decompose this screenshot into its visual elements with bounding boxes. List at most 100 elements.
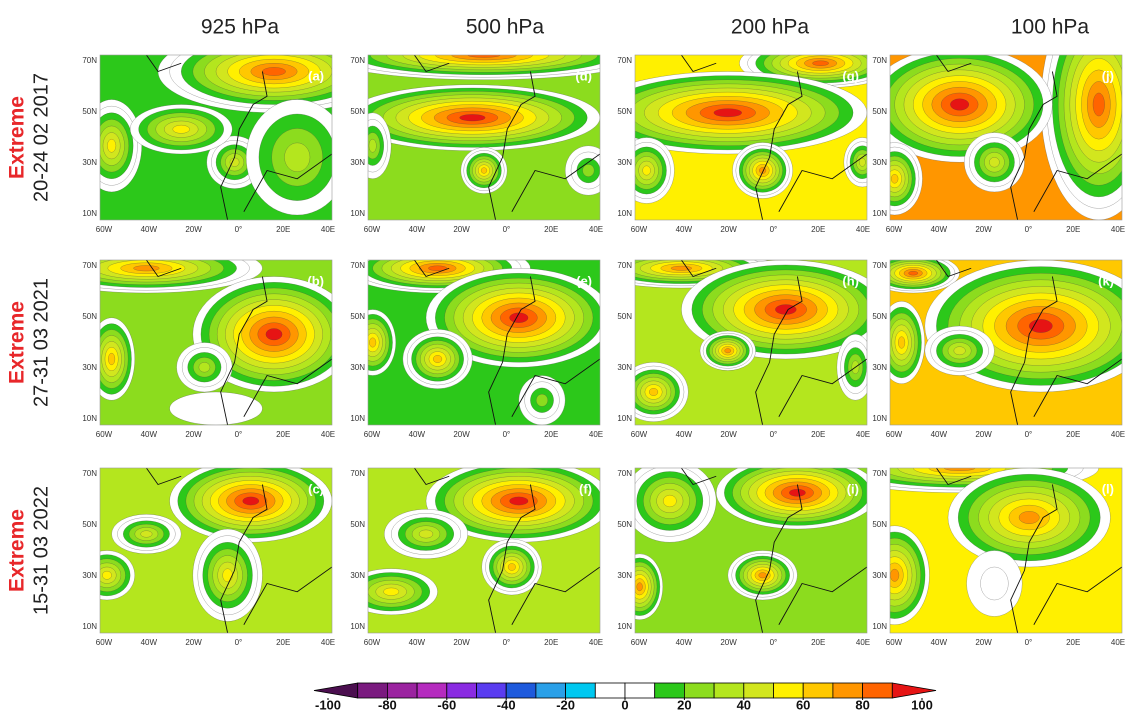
- contour-area: [724, 348, 732, 354]
- lon-label: 40E: [856, 225, 870, 234]
- panel-frame: [99, 467, 333, 634]
- coastline: [414, 468, 600, 633]
- lon-label: 20W: [453, 638, 470, 647]
- contour-area: [509, 496, 529, 506]
- lon-label: 40E: [856, 638, 870, 647]
- map-panel: [890, 55, 1122, 220]
- map-panel: [890, 468, 1122, 633]
- lat-label: 10N: [872, 622, 887, 631]
- lat-label: 10N: [82, 414, 97, 423]
- panel-frame: [634, 467, 868, 634]
- lon-label: 40E: [1111, 225, 1125, 234]
- lon-label: 40W: [676, 430, 693, 439]
- lat-label: 70N: [617, 469, 632, 478]
- colorbar-segment: [505, 682, 537, 699]
- colorbar-segment: [386, 682, 418, 699]
- contour-area: [812, 60, 829, 66]
- contour-area: [859, 157, 866, 167]
- lon-label: 40W: [676, 638, 693, 647]
- panel-letter: (b): [307, 273, 324, 288]
- contour-area: [262, 67, 286, 76]
- lon-label: 0°: [1025, 225, 1033, 234]
- column-header: 200 hPa: [731, 16, 810, 39]
- lon-label: 60W: [364, 430, 381, 439]
- contour-area: [107, 138, 117, 153]
- lat-label: 70N: [350, 469, 365, 478]
- lon-label: 60W: [96, 638, 113, 647]
- lon-label: 20W: [185, 638, 202, 647]
- lat-label: 70N: [872, 469, 887, 478]
- contour-area: [133, 265, 160, 272]
- lon-label: 40W: [141, 430, 158, 439]
- colorbar-arrow: [891, 682, 937, 699]
- panel-letter: (l): [1102, 481, 1114, 496]
- coastline: [414, 260, 600, 425]
- date-label: 15-31 03 2022: [30, 486, 52, 615]
- lon-label: 20E: [544, 430, 558, 439]
- coastline: [681, 468, 867, 633]
- contour-area: [369, 337, 377, 348]
- colorbar-segment: [773, 682, 804, 699]
- lon-label: 40E: [321, 225, 335, 234]
- lon-label: 20E: [544, 638, 558, 647]
- lon-label: 60W: [886, 430, 903, 439]
- contour-area: [908, 271, 919, 276]
- colorbar-label: 100: [911, 697, 933, 712]
- lon-label: 20E: [1066, 430, 1080, 439]
- lat-label: 10N: [872, 209, 887, 218]
- lon-label: 40W: [931, 225, 948, 234]
- contour-area: [953, 346, 966, 356]
- panel-frame: [367, 259, 601, 426]
- lat-label: 70N: [82, 261, 97, 270]
- lon-label: 40E: [589, 638, 603, 647]
- panel-frame: [889, 259, 1123, 426]
- lon-label: 20E: [276, 225, 290, 234]
- coastline: [936, 260, 1122, 425]
- lat-label: 30N: [82, 363, 97, 372]
- coastline: [936, 55, 1122, 220]
- contour-area: [890, 568, 900, 582]
- lon-label: 20E: [811, 225, 825, 234]
- lon-label: 40W: [409, 225, 426, 234]
- lon-label: 40E: [321, 638, 335, 647]
- date-label: 27-31 03 2021: [30, 278, 52, 407]
- lat-label: 70N: [617, 261, 632, 270]
- lat-label: 10N: [617, 209, 632, 218]
- contour-area: [642, 165, 651, 176]
- lat-label: 30N: [82, 571, 97, 580]
- lat-label: 50N: [350, 312, 365, 321]
- lon-label: 20W: [185, 430, 202, 439]
- lon-label: 0°: [235, 430, 243, 439]
- contour-area: [649, 388, 659, 396]
- lat-label: 10N: [350, 414, 365, 423]
- colorbar-segment: [743, 682, 774, 699]
- lon-label: 20W: [185, 225, 202, 234]
- lon-label: 60W: [96, 430, 113, 439]
- lon-label: 40W: [409, 638, 426, 647]
- colorbar-label: 60: [796, 697, 810, 712]
- contour-area: [198, 362, 211, 373]
- map-panel: [368, 55, 600, 220]
- lon-label: 20W: [975, 225, 992, 234]
- contour-area: [582, 164, 595, 177]
- lon-label: 0°: [1025, 638, 1033, 647]
- lon-label: 20W: [975, 430, 992, 439]
- lon-label: 40E: [321, 430, 335, 439]
- lon-label: 0°: [1025, 430, 1033, 439]
- panel-letter: (d): [575, 68, 592, 83]
- column-header: 100 hPa: [1011, 16, 1090, 39]
- panel-letter: (c): [308, 481, 324, 496]
- lat-label: 50N: [350, 520, 365, 529]
- contour-area: [229, 157, 240, 167]
- lat-label: 50N: [617, 312, 632, 321]
- panel-letter: (g): [842, 68, 859, 83]
- lon-label: 60W: [631, 430, 648, 439]
- panel-frame: [99, 54, 333, 221]
- contour-area: [943, 468, 976, 471]
- lon-label: 60W: [886, 638, 903, 647]
- colorbar-arrow: [313, 682, 359, 699]
- panel-frame: [889, 54, 1123, 221]
- lon-label: 40E: [589, 430, 603, 439]
- colorbar-segment: [594, 682, 626, 699]
- colorbar-segment: [416, 682, 448, 699]
